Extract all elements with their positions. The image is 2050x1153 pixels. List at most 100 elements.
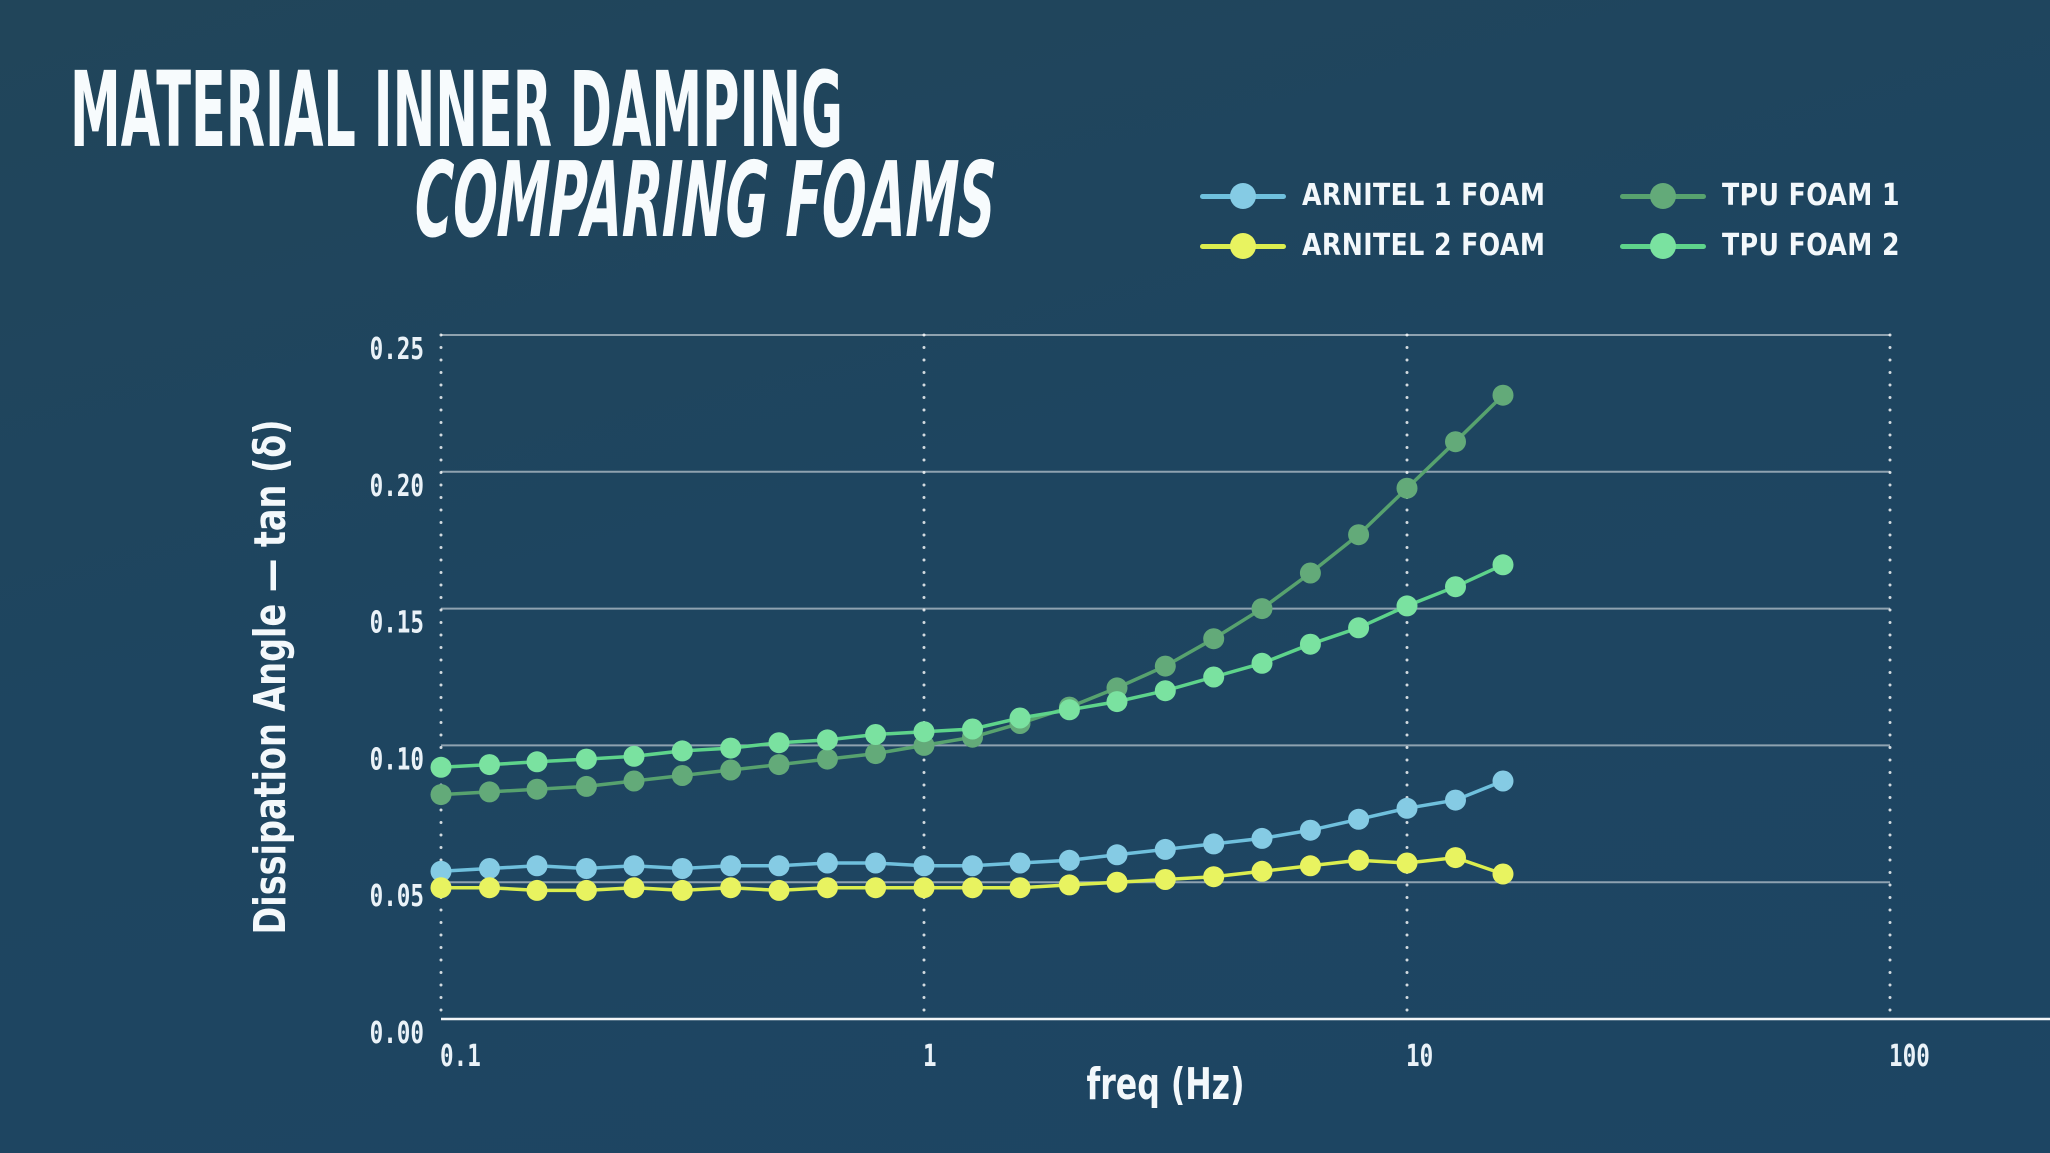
data-point bbox=[1299, 633, 1321, 655]
x-tick-label: 0.1 bbox=[440, 1039, 481, 1074]
data-point bbox=[430, 756, 452, 778]
data-point bbox=[1058, 849, 1080, 871]
data-point bbox=[1009, 877, 1031, 899]
data-point bbox=[671, 879, 693, 901]
legend-marker-icon bbox=[1200, 228, 1286, 264]
data-point bbox=[865, 877, 887, 899]
data-point bbox=[1058, 699, 1080, 721]
data-point bbox=[1396, 852, 1418, 874]
data-point bbox=[720, 759, 742, 781]
data-point bbox=[913, 855, 935, 877]
legend-dot-icon bbox=[1230, 183, 1256, 209]
data-point bbox=[1203, 866, 1225, 888]
data-point bbox=[575, 858, 597, 879]
data-point bbox=[1009, 707, 1031, 729]
legend-item-label: ARNITEL 1 FOAM bbox=[1302, 178, 1546, 213]
series-tpu-foam-2 bbox=[430, 554, 1514, 778]
data-point bbox=[430, 784, 452, 806]
data-point bbox=[865, 852, 887, 874]
data-point bbox=[623, 770, 645, 792]
data-point bbox=[479, 781, 500, 803]
data-point bbox=[768, 855, 790, 877]
data-point bbox=[768, 879, 790, 901]
data-point bbox=[1492, 384, 1514, 406]
data-point bbox=[671, 858, 693, 879]
data-point bbox=[526, 751, 548, 773]
data-point bbox=[1445, 431, 1466, 453]
data-point bbox=[768, 754, 790, 776]
legend-marker-icon bbox=[1620, 178, 1706, 214]
data-point bbox=[1299, 855, 1321, 877]
data-point bbox=[479, 877, 500, 899]
legend-item-arnitel-1-foam: ARNITEL 1 FOAM bbox=[1200, 178, 1592, 214]
data-point bbox=[1251, 860, 1273, 882]
data-point bbox=[720, 877, 742, 899]
data-point bbox=[1348, 617, 1370, 639]
data-point bbox=[1396, 595, 1418, 617]
data-point bbox=[1348, 849, 1370, 871]
y-tick-label: 0.15 bbox=[370, 606, 424, 641]
y-tick-label: 0.10 bbox=[370, 742, 424, 777]
data-point bbox=[1445, 576, 1466, 598]
data-point bbox=[1251, 827, 1273, 849]
data-point bbox=[623, 745, 645, 767]
data-point bbox=[1203, 833, 1225, 855]
data-point bbox=[1492, 554, 1514, 576]
data-point bbox=[526, 879, 548, 901]
data-point bbox=[526, 778, 548, 800]
data-point bbox=[575, 748, 597, 770]
legend-item-label: TPU FOAM 2 bbox=[1722, 228, 1900, 263]
data-point bbox=[865, 743, 887, 765]
data-point bbox=[1203, 628, 1225, 650]
data-point bbox=[768, 732, 790, 754]
data-point bbox=[671, 765, 693, 786]
data-point bbox=[1299, 819, 1321, 841]
data-point bbox=[913, 877, 935, 899]
data-point bbox=[962, 855, 983, 877]
data-point bbox=[816, 729, 838, 751]
y-tick-label: 0.25 bbox=[370, 332, 424, 367]
legend-item-tpu-foam-1: TPU FOAM 1 bbox=[1620, 178, 1934, 214]
data-point bbox=[575, 775, 597, 797]
data-point bbox=[1154, 655, 1176, 677]
data-point bbox=[526, 855, 548, 877]
data-point bbox=[962, 877, 983, 899]
data-point bbox=[623, 855, 645, 877]
data-point bbox=[430, 860, 452, 882]
x-tick-label: 1 bbox=[923, 1039, 937, 1074]
legend-item-label: ARNITEL 2 FOAM bbox=[1302, 228, 1546, 263]
data-point bbox=[1203, 666, 1225, 688]
data-point bbox=[1154, 869, 1176, 890]
legend-item-tpu-foam-2: TPU FOAM 2 bbox=[1620, 228, 1934, 264]
x-tick-label: 10 bbox=[1406, 1039, 1433, 1074]
legend-marker-icon bbox=[1620, 228, 1706, 264]
data-point bbox=[1106, 871, 1128, 893]
legend-dot-icon bbox=[1650, 233, 1676, 259]
legend-item-arnitel-2-foam: ARNITEL 2 FOAM bbox=[1200, 228, 1592, 264]
data-point bbox=[671, 740, 693, 762]
data-point bbox=[1106, 691, 1128, 713]
data-point bbox=[623, 877, 645, 899]
series-arnitel-1-foam bbox=[430, 770, 1514, 882]
data-point bbox=[816, 852, 838, 874]
data-point bbox=[720, 855, 742, 877]
data-point bbox=[575, 879, 597, 901]
data-point bbox=[865, 724, 887, 745]
data-point bbox=[1396, 797, 1418, 819]
data-point bbox=[1348, 808, 1370, 830]
data-point bbox=[962, 718, 983, 740]
data-point bbox=[430, 877, 452, 899]
data-point bbox=[1154, 680, 1176, 702]
y-tick-label: 0.00 bbox=[370, 1016, 424, 1051]
data-point bbox=[816, 748, 838, 770]
y-tick-label: 0.05 bbox=[370, 879, 424, 914]
data-point bbox=[1396, 477, 1418, 499]
legend-marker-icon bbox=[1200, 178, 1286, 214]
x-tick-label: 100 bbox=[1889, 1039, 1930, 1074]
legend-item-label: TPU FOAM 1 bbox=[1722, 178, 1900, 213]
data-point bbox=[1251, 652, 1273, 674]
data-point bbox=[1299, 562, 1321, 584]
data-point bbox=[1492, 770, 1514, 792]
